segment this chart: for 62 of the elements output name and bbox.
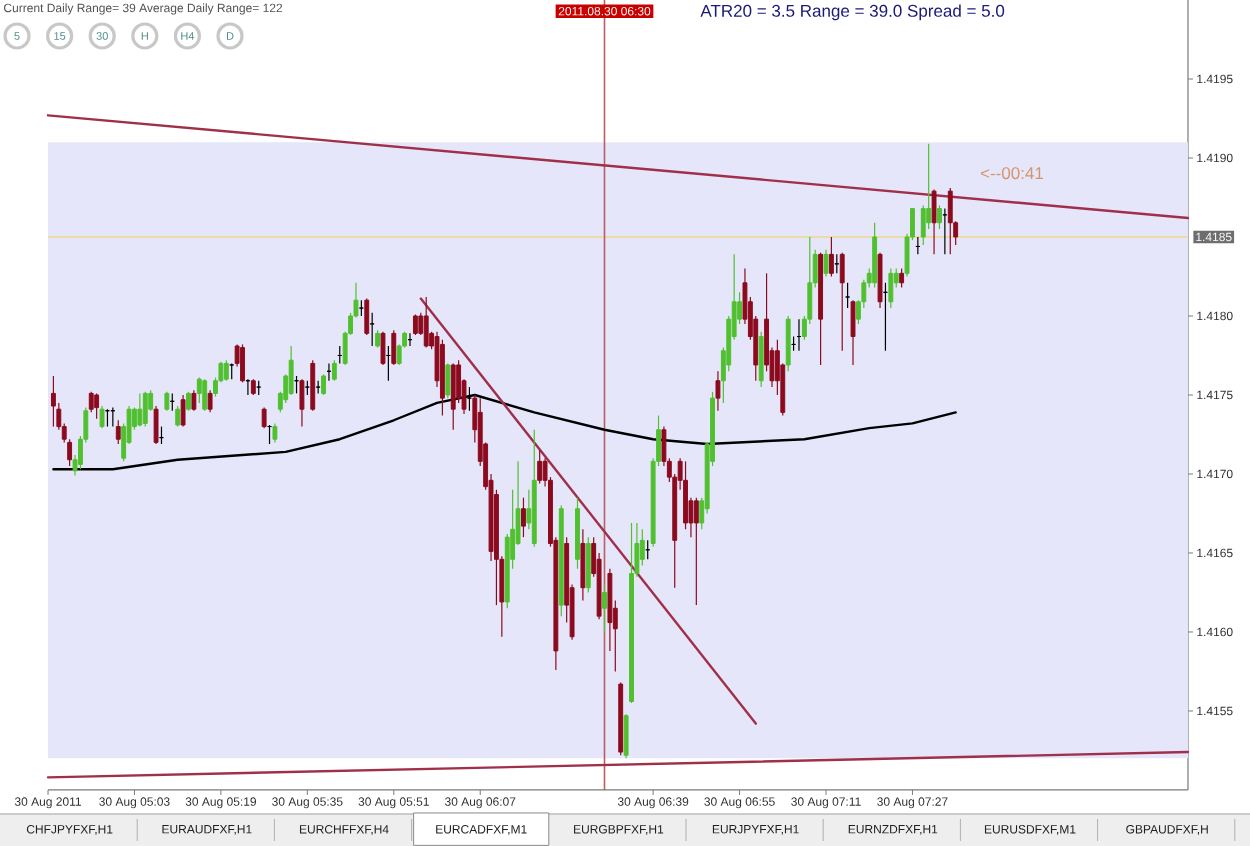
candlestick [180, 394, 186, 428]
candlestick [137, 392, 143, 428]
candlestick [261, 407, 267, 429]
candlestick [423, 296, 429, 349]
candlestick [693, 497, 699, 606]
candlestick [445, 362, 451, 399]
candlestick [828, 236, 834, 278]
candlestick [585, 536, 591, 594]
annotation: <--00:41 [980, 167, 1044, 180]
candlestick [142, 391, 148, 428]
candlestick [931, 188, 937, 255]
candlestick [364, 298, 370, 336]
candlestick [153, 405, 159, 445]
candlestick [888, 267, 894, 309]
annotation: ATR20 = 3.5 Range = 39.0 Spread = 5.0 [700, 4, 1005, 21]
candlestick [899, 267, 905, 289]
candlestick [602, 583, 607, 633]
candlestick [223, 359, 229, 382]
candlestick [310, 359, 316, 412]
candlestick [823, 249, 829, 278]
candlestick [850, 299, 856, 366]
candlestick [272, 422, 278, 443]
candlestick [175, 405, 181, 428]
candlestick [391, 329, 397, 366]
candlestick [683, 460, 688, 530]
candlestick [937, 204, 942, 230]
candlestick [207, 389, 213, 413]
candlestick [321, 373, 326, 396]
candlestick [99, 405, 105, 429]
candlestick [537, 449, 543, 485]
candlestick [521, 497, 526, 538]
candlestick [623, 713, 629, 759]
candlestick [191, 389, 197, 412]
line-series [52, 393, 957, 471]
candlestick [50, 375, 56, 428]
candlestick [872, 222, 878, 289]
candlestick [299, 378, 305, 428]
candlestick [715, 370, 721, 412]
candlestick [94, 392, 100, 420]
candlestick [331, 359, 337, 382]
candlestick [450, 362, 456, 431]
candlestick [115, 419, 121, 445]
candlestick [369, 312, 375, 347]
candlestick [240, 343, 245, 383]
candlestick [839, 252, 845, 352]
candlestick [88, 391, 94, 413]
candlestick [380, 331, 386, 366]
candlestick [186, 391, 191, 412]
candlestick [758, 331, 764, 388]
candlestick [877, 252, 883, 309]
candlestick [580, 528, 586, 601]
candlestick [412, 313, 418, 336]
candlestick [196, 377, 202, 404]
candlestick [926, 143, 932, 230]
candlestick [845, 282, 851, 309]
candlestick [942, 207, 948, 255]
candlestick [315, 380, 321, 394]
candlestick [947, 187, 953, 255]
candlestick [785, 315, 791, 372]
candlestick [164, 391, 170, 412]
candlestick [288, 345, 294, 396]
candlestick [202, 378, 208, 412]
